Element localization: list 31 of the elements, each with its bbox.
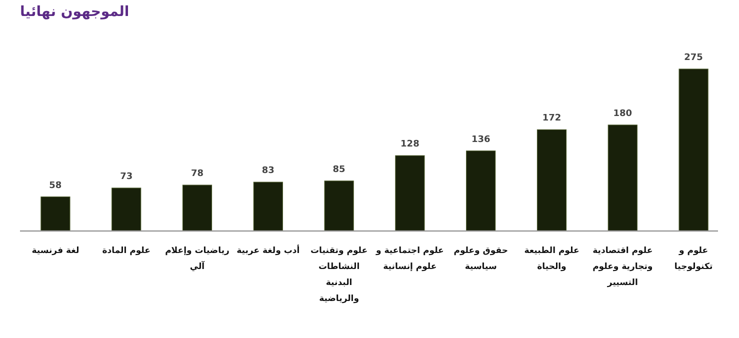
x-tick-label: حقوق وعلوم سياسية (452, 245, 509, 274)
data-label: 275 (684, 53, 703, 63)
data-label: 83 (262, 166, 274, 176)
x-tick-label: لغة فرنسية (30, 245, 80, 258)
bar (608, 124, 638, 232)
x-tick-label: رياضيات وإعلام آلي (164, 245, 230, 274)
data-label: 136 (471, 134, 490, 145)
bar (112, 188, 142, 232)
data-label: 73 (120, 172, 133, 182)
data-label: 128 (400, 140, 420, 150)
bar (395, 155, 425, 232)
data-label: 172 (542, 114, 562, 124)
bar (466, 150, 496, 232)
bar (324, 180, 354, 232)
bar (536, 129, 567, 232)
data-label: 78 (190, 169, 204, 180)
data-label: 85 (332, 164, 346, 175)
x-tick-label: علوم المادة (101, 245, 152, 258)
x-tick-label: علوم اجتماعية و علوم إنسانية (376, 245, 444, 274)
bar (40, 196, 70, 232)
x-tick-label: علوم و تكنولوجيا (673, 245, 714, 274)
x-tick-label: علوم وتقنيات النشاطات البدنية والرياضية (310, 245, 369, 306)
x-tick-label: أدب ولغة عربية (236, 244, 301, 258)
bar (182, 184, 212, 232)
chart-title: الموجهون نهائيا (20, 4, 130, 20)
x-tick-label: علوم الطبيعة والحياة (523, 245, 580, 274)
x-tick-label: علوم اقتصادية وتجارية وعلوم التسيير (592, 245, 654, 290)
data-label: 180 (613, 108, 632, 119)
bar (253, 182, 283, 232)
bar (678, 68, 708, 232)
data-label: 58 (49, 180, 62, 191)
